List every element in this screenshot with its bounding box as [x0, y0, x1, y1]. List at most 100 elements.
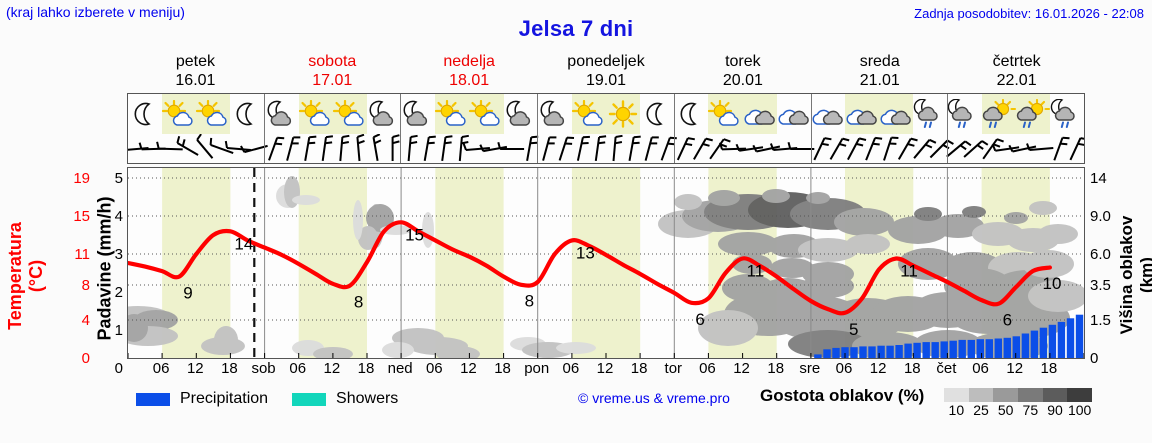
x-axis-label: 06	[289, 360, 307, 377]
sun-cloud-icon	[435, 94, 470, 134]
cloud-density-swatch	[1018, 388, 1043, 402]
cloud-height-tick: 3.5	[1090, 277, 1111, 294]
cloud-density-swatch	[1067, 388, 1093, 402]
svg-text:10: 10	[1043, 274, 1062, 293]
strip-day-column	[128, 94, 265, 163]
day-name: petek	[175, 53, 215, 70]
strip-day-column	[675, 94, 812, 163]
cloud-density-tick: 25	[973, 402, 989, 418]
day-header-row: petek 16.01 sobota 17.01 nedelja 18.01 pone…	[127, 52, 1085, 90]
x-axis-label: 12	[460, 360, 477, 377]
precipitation-tick: 0	[114, 360, 123, 377]
forecast-plot[interactable]: 9148158136115116108129	[127, 167, 1085, 359]
cloud-density-tick: 50	[997, 402, 1014, 418]
svg-text:8: 8	[354, 293, 363, 312]
svg-text:11: 11	[900, 262, 918, 281]
x-axis-label: sob	[251, 360, 276, 377]
x-axis-label: 18	[357, 360, 375, 377]
cloud-icon	[879, 94, 914, 134]
cloud-density-tick: 10	[948, 402, 965, 418]
day-header-nedelja: nedelja 18.01	[401, 52, 538, 90]
cloud-icon	[742, 94, 777, 134]
day-header-torek: torek 20.01	[674, 52, 811, 90]
svg-text:8: 8	[525, 292, 534, 311]
day-name: torek	[725, 53, 761, 70]
precipitation-tick-labels: 5 4 3 2 1 0	[90, 160, 123, 377]
svg-text:6: 6	[695, 310, 704, 329]
temperature-tick: 19	[73, 170, 90, 187]
svg-text:6: 6	[1003, 311, 1012, 330]
x-axis-label: ned	[387, 360, 413, 377]
cloud-icon	[777, 94, 811, 134]
moon-cloud-icon	[265, 94, 299, 134]
cloud-height-tick-labels: 14 9.0 6.0 3.5 1.5 0	[1090, 160, 1140, 370]
day-name: ponedeljek	[567, 53, 645, 70]
cloud-density-legend-label: Gostota oblakov (%)	[760, 386, 925, 405]
moon-cloud-icon	[504, 94, 538, 134]
sun-cloud-icon	[708, 94, 743, 134]
day-date: 21.01	[859, 72, 900, 89]
cloud-height-tick: 0	[1090, 350, 1099, 367]
x-axis-label: 06	[972, 360, 989, 377]
cloud-height-tick: 14	[1090, 170, 1107, 187]
precipitation-tick: 3	[114, 246, 123, 263]
showers-swatch	[292, 392, 327, 406]
moon-rain-icon	[947, 94, 981, 134]
sun-cloud-icon	[298, 94, 333, 134]
x-axis-label: 06	[425, 360, 443, 377]
weather-icon-and-wind-strip	[127, 93, 1085, 164]
moon-icon	[230, 94, 264, 134]
precipitation-tick: 1	[114, 322, 123, 339]
x-axis-label: 12	[596, 360, 614, 377]
strip-day-column	[812, 94, 949, 163]
cloud-density-swatch	[993, 388, 1019, 402]
day-date: 18.01	[449, 72, 490, 89]
precipitation-legend-label: Precipitation	[180, 390, 269, 407]
x-axis-label: 12	[869, 360, 887, 377]
sun-rain-icon	[1015, 94, 1050, 134]
cloud-density-tick: 75	[1022, 402, 1039, 418]
x-axis-label: 18	[494, 360, 511, 377]
day-header-ponedeljek: ponedeljek 19.01	[538, 52, 675, 90]
sun-cloud-icon	[332, 94, 367, 134]
moon-icon	[640, 94, 674, 134]
temperature-tick-labels: 19 15 11 8 4 0	[40, 160, 90, 370]
svg-text:14: 14	[234, 234, 253, 253]
sun-cloud-icon	[469, 94, 504, 134]
svg-text:9: 9	[183, 284, 192, 303]
day-date: 16.01	[175, 72, 216, 89]
day-header-sreda: sreda 21.01	[811, 52, 948, 90]
precipitation-tick: 5	[114, 170, 123, 187]
svg-text:11: 11	[747, 262, 765, 281]
sun-cloud-icon	[196, 94, 231, 134]
sun-cloud-icon	[162, 94, 197, 134]
cloud-density-tick: 90	[1047, 402, 1063, 418]
cloud-density-scale-numbers: 10 25 50 75 90 100	[938, 402, 1098, 420]
sun-rain-icon	[981, 94, 1016, 134]
svg-text:5: 5	[849, 320, 858, 339]
x-axis-label: 18	[221, 360, 238, 377]
temperature-tick: 8	[81, 277, 90, 294]
moon-icon	[674, 94, 708, 134]
day-date: 19.01	[585, 72, 627, 89]
sun-icon	[605, 94, 641, 134]
x-axis-labels: 06 12 18 sob 06 12 18 ned 06 12 18 pon 06 12 18 tor 06 12…	[127, 360, 1085, 380]
page-title: Jelsa 7 dni	[518, 16, 634, 41]
day-date: 22.01	[996, 72, 1037, 89]
x-axis-label: 18	[767, 360, 785, 377]
day-header-cetrtek: četrtek 22.01	[948, 52, 1085, 90]
moon-cloud-icon	[367, 94, 401, 134]
precipitation-tick: 4	[114, 208, 123, 225]
cloud-density-swatch	[1042, 388, 1068, 402]
moon-cloud-icon	[401, 94, 435, 134]
credit-text: © vreme.us & vreme.pro	[578, 390, 730, 406]
moon-cloud-icon	[538, 94, 572, 134]
temperature-tick: 15	[73, 208, 90, 225]
day-date: 20.01	[722, 72, 763, 89]
cloud-density-color-scale	[944, 388, 1093, 402]
x-axis-label: tor	[664, 360, 683, 377]
wind-barb-row	[128, 134, 1084, 164]
cloud-density-tick: 100	[1067, 402, 1092, 418]
x-axis-label: čet	[936, 360, 957, 377]
x-axis-label: 12	[733, 360, 750, 377]
